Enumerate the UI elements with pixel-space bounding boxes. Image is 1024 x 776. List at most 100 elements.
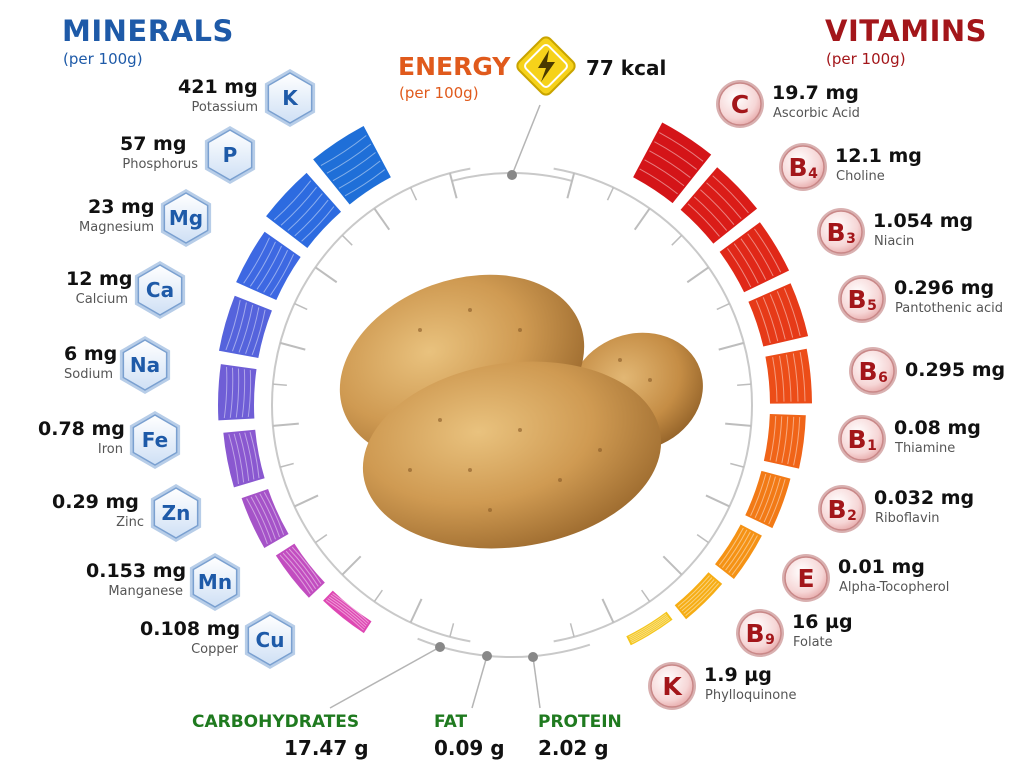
mineral-badge-zinc: Zn xyxy=(150,484,202,542)
bar-stripe xyxy=(654,141,698,170)
vitamin-subscript: 9 xyxy=(765,632,775,648)
mineral-name-iron: Iron xyxy=(97,442,123,457)
bar-stripe xyxy=(291,546,322,585)
tick-mark xyxy=(730,462,745,468)
mineral-symbol: Cu xyxy=(256,628,285,652)
tick-mark xyxy=(448,172,458,199)
fat-value: 0.09 g xyxy=(434,736,505,760)
vitamin-value-b6: 0.295 mg xyxy=(905,359,1006,381)
vitamin-name-b1: Thiamine xyxy=(895,441,956,456)
bar-stripe xyxy=(285,550,317,590)
mineral-value-iron: 0.78 mg xyxy=(38,418,125,440)
tick-mark xyxy=(294,494,319,508)
vitamin-bar xyxy=(674,572,723,620)
mineral-symbol: Mg xyxy=(169,206,203,230)
vitamin-badge-c: C xyxy=(716,80,764,128)
bar-stripe xyxy=(768,479,786,525)
bar-stripe xyxy=(769,294,786,340)
bar-stripe xyxy=(700,189,735,225)
mineral-value-potassium: 421 mg xyxy=(178,76,258,98)
vitamin-badge-e: E xyxy=(782,554,830,602)
tick-mark xyxy=(409,598,423,623)
bar-stripe xyxy=(628,613,667,638)
bar-stripe xyxy=(229,367,234,418)
bar-stripe xyxy=(243,237,270,284)
tick-mark xyxy=(633,207,651,231)
carbohydrates-value: 17.47 g xyxy=(284,736,369,760)
vitamin-letter: B xyxy=(826,218,845,247)
bar-stripe xyxy=(238,433,250,482)
dial-ticks xyxy=(272,172,752,638)
tick-mark xyxy=(373,589,383,603)
bar-stripe xyxy=(246,498,268,545)
bar-stripe xyxy=(223,366,228,419)
tick-mark xyxy=(272,422,299,427)
bar-stripe xyxy=(677,575,710,607)
bar-stripe xyxy=(338,160,381,189)
bar-stripe xyxy=(280,186,317,226)
bar-stripe xyxy=(235,368,240,418)
vitamins-title: VITAMINS xyxy=(825,14,988,48)
mineral-bar xyxy=(223,429,265,488)
bar-stripe xyxy=(245,307,260,354)
bar-stripe xyxy=(256,245,282,290)
tick-mark xyxy=(314,534,328,544)
mineral-bar xyxy=(275,543,325,598)
vitamin-letter: B xyxy=(827,495,846,524)
tick-mark xyxy=(718,341,745,351)
tick-mark xyxy=(566,172,576,199)
tick-mark xyxy=(279,462,294,468)
bar-stripe xyxy=(629,614,668,639)
mineral-badge-sodium: Na xyxy=(119,336,171,394)
bar-stripe xyxy=(288,548,319,587)
tick-mark xyxy=(449,623,455,638)
bar-stripe xyxy=(644,159,685,187)
potato-illustration xyxy=(339,274,703,549)
bar-stripe xyxy=(282,552,314,592)
tick-mark xyxy=(341,555,362,576)
mineral-bar xyxy=(218,364,257,421)
bar-stripe xyxy=(799,352,806,402)
vitamin-bar xyxy=(633,122,712,204)
bar-stripe xyxy=(639,168,678,195)
mineral-symbol: Fe xyxy=(142,428,168,452)
mineral-value-phosphorus: 57 mg xyxy=(120,133,187,155)
bar-stripe xyxy=(325,599,364,631)
mineral-value-manganese: 0.153 mg xyxy=(86,560,187,582)
tick-mark xyxy=(272,383,287,387)
vitamin-subscript: 4 xyxy=(808,166,818,182)
vitamin-value-b5: 0.296 mg xyxy=(894,277,995,299)
bar-stripe xyxy=(294,199,329,237)
vitamin-value-b3: 1.054 mg xyxy=(873,210,974,232)
bar-stripe xyxy=(725,531,751,571)
left-ring xyxy=(270,167,471,643)
vitamin-bar xyxy=(719,222,790,293)
protein-label: PROTEIN xyxy=(538,712,622,732)
vitamin-value-b1: 0.08 mg xyxy=(894,417,981,439)
bar-stripe xyxy=(681,579,715,612)
bar-stripe xyxy=(727,248,752,288)
vitamin-name-b2: Riboflavin xyxy=(875,511,940,526)
mineral-name-sodium: Sodium xyxy=(64,367,113,382)
bar-stripe xyxy=(630,617,670,642)
carbohydrates-label: CARBOHYDRATES xyxy=(192,712,360,732)
vitamin-bar xyxy=(763,414,806,469)
energy-dot xyxy=(507,170,517,180)
tick-mark xyxy=(737,383,752,387)
bar-stripe xyxy=(649,150,691,178)
vitamin-name-b3: Niacin xyxy=(874,234,915,249)
vitamin-name-b5: Pantothenic acid xyxy=(895,301,1003,316)
fat-label: FAT xyxy=(434,712,468,732)
vitamin-subscript: 1 xyxy=(867,438,877,454)
bar-stripe xyxy=(706,182,742,220)
vitamin-value-k: 1.9 µg xyxy=(704,664,772,686)
vitamin-value-e: 0.01 mg xyxy=(838,556,925,578)
mineral-badge-copper: Cu xyxy=(244,611,296,669)
bar-stripe xyxy=(247,370,252,418)
vitamin-bar xyxy=(680,167,758,244)
vitamin-value-b2: 0.032 mg xyxy=(874,487,975,509)
